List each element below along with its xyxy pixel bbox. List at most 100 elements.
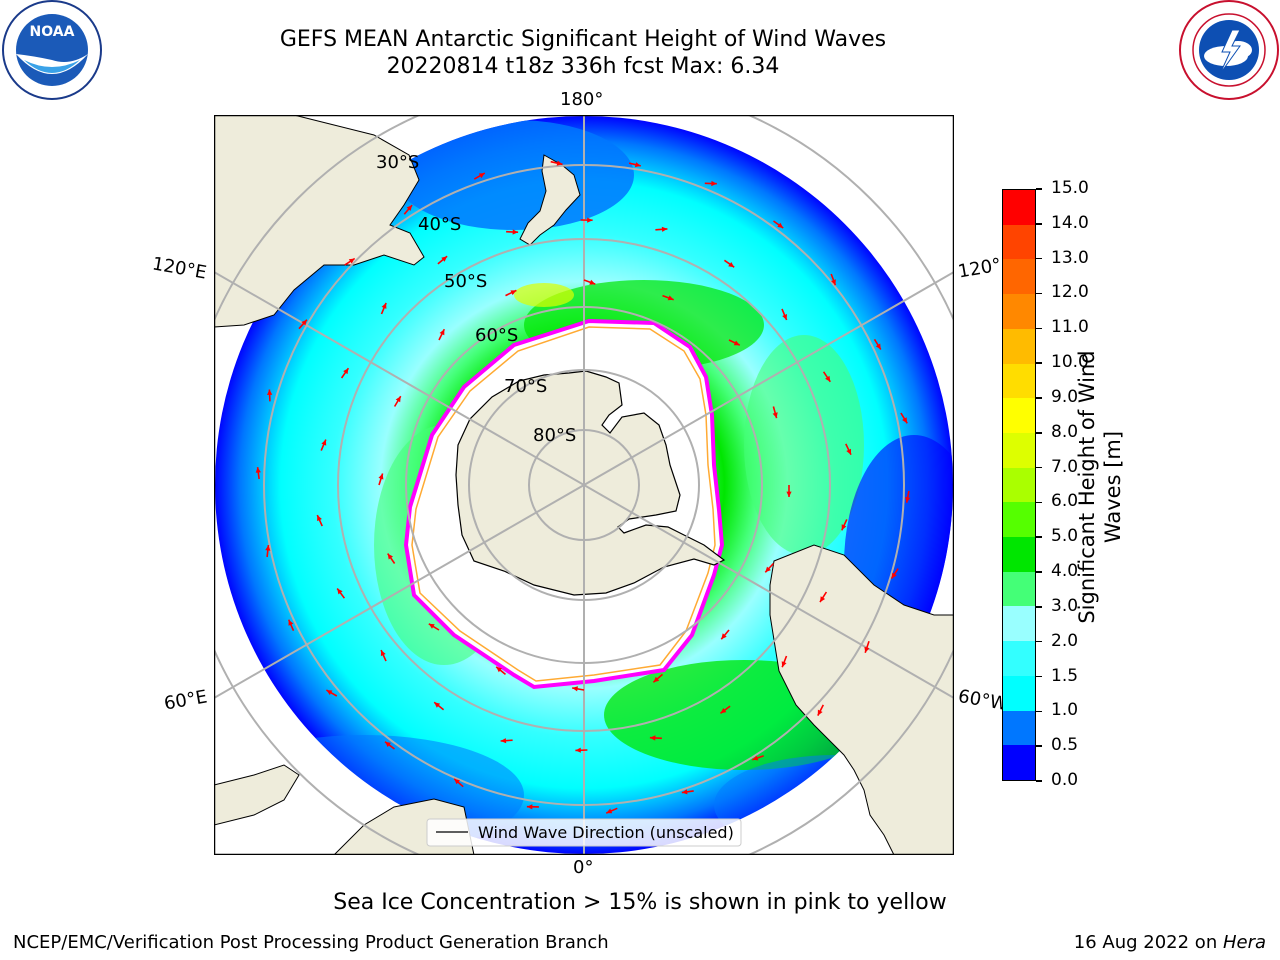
wave-patch-east — [744, 335, 864, 555]
wave-direction-arrowhead — [772, 412, 778, 419]
wave-direction-arrowhead — [395, 396, 401, 403]
lat-label-60s: 60°S — [475, 325, 518, 346]
wave-direction-arrowhead — [721, 633, 727, 640]
wave-direction-arrowhead — [343, 368, 349, 375]
colorbar-tick-label: 1.0 — [1051, 700, 1079, 721]
colorbar-segment — [1003, 606, 1035, 642]
wave-direction-arrowhead — [606, 808, 613, 814]
footer-right: 16 Aug 2022 on Hera — [1074, 932, 1266, 953]
wave-peak-patch — [514, 283, 574, 307]
sea-ice-edge-inner — [411, 326, 716, 682]
wave-direction-arrowhead — [301, 319, 307, 326]
wave-direction-arrowhead — [441, 256, 448, 262]
wave-direction-arrowhead — [317, 515, 322, 522]
wave-direction-arrowhead — [902, 417, 908, 424]
colorbar-segment — [1003, 745, 1035, 780]
wave-direction-arrowhead — [406, 205, 413, 211]
colorbar-tick-mark — [1036, 675, 1042, 678]
wave-direction-arrowhead — [752, 755, 759, 761]
new-zealand-landmass — [519, 154, 581, 246]
colorbar-tick-mark — [1036, 780, 1042, 782]
wave-direction-arrowhead — [782, 314, 787, 320]
colorbar-tick-label: 10.0 — [1051, 352, 1089, 373]
map-frame-border — [213, 114, 955, 856]
colorbar-tick-label: 7.0 — [1051, 456, 1079, 477]
wave-direction-arrowhead — [825, 375, 831, 382]
corner-blank — [824, 115, 954, 155]
colorbar-segment — [1003, 190, 1035, 225]
colorbar-tick-label: 12.0 — [1051, 282, 1089, 303]
colorbar-tick-label: 4.0 — [1051, 561, 1079, 582]
colorbar-tick-mark — [1036, 640, 1042, 643]
nws-logo — [1178, 0, 1280, 100]
wave-direction-arrowhead — [864, 646, 870, 653]
wave-direction-arrowhead — [817, 709, 823, 716]
colorbar-segment — [1003, 467, 1035, 503]
wave-direction-arrowhead — [653, 676, 660, 683]
colorbar-segment — [1003, 294, 1035, 329]
colorbar-tick-label: 3.0 — [1051, 595, 1079, 616]
legend-box — [426, 818, 742, 847]
colorbar-tick-label: 6.0 — [1051, 491, 1079, 512]
colorbar-segment — [1003, 675, 1035, 711]
chart-title: GEFS MEAN Antarctic Significant Height o… — [279, 27, 887, 52]
wave-direction-arrowhead — [512, 229, 519, 235]
colorbar-tick-mark — [1036, 432, 1042, 434]
footer-date: 16 Aug 2022 on — [1073, 932, 1223, 953]
sea-ice-note: Sea Ice Concentration > 15% is shown in … — [333, 890, 947, 915]
wave-direction-arrowhead — [267, 389, 273, 395]
wave-direction-arrowhead — [526, 804, 533, 810]
meridian-60e-120w — [213, 271, 955, 699]
colorbar-segment — [1003, 537, 1035, 572]
footer-left: NCEP/EMC/Verification Post Processing Pr… — [13, 932, 609, 953]
wave-direction-arrowhead — [556, 160, 563, 166]
colorbar-tick-label: 11.0 — [1051, 317, 1089, 338]
colorbar-segment — [1003, 363, 1035, 399]
colorbar-segment — [1003, 710, 1035, 746]
wave-direction-arrowhead — [831, 279, 836, 286]
polar-map: 30°S 40°S 50°S 60°S 70°S 80°S Wind Wave … — [178, 79, 990, 891]
colorbar — [1002, 189, 1036, 781]
colorbar-tick-mark — [1036, 292, 1042, 295]
noaa-logo-text: NOAA — [30, 24, 75, 40]
wave-direction-arrowhead — [667, 295, 674, 301]
colorbar-segment — [1003, 502, 1035, 538]
lat-label-30s: 30°S — [376, 152, 419, 173]
colorbar-tick-label: 14.0 — [1051, 212, 1089, 233]
wave-direction-arrowhead — [496, 666, 502, 673]
map-legend: Wind Wave Direction (unscaled) — [426, 818, 742, 847]
wave-direction-arrowhead — [288, 619, 294, 626]
wave-direction-arrowhead — [326, 690, 333, 695]
colorbar-tick-mark — [1036, 257, 1042, 260]
colorbar-segment — [1003, 328, 1035, 364]
lat-label-80s: 80°S — [533, 425, 576, 446]
wave-direction-arrowhead — [510, 290, 517, 296]
wave-direction-arrowhead — [255, 467, 261, 473]
wave-direction-arrowhead — [846, 448, 851, 455]
colorbar-tick-mark — [1036, 501, 1042, 504]
wave-direction-arrowhead — [321, 439, 327, 446]
wave-direction-arrowhead — [711, 180, 717, 187]
colorbar-tick-mark — [1036, 466, 1042, 469]
wave-direction-arrowhead — [733, 340, 740, 346]
wave-direction-arrowhead — [781, 661, 787, 668]
footer-machine: Hera — [1222, 932, 1266, 953]
wave-direction-arrowhead — [728, 262, 735, 268]
colorbar-tick-label: 9.0 — [1051, 386, 1079, 407]
wave-direction-arrowhead — [589, 279, 596, 285]
colorbar-segment — [1003, 432, 1035, 468]
wave-direction-arrowhead — [765, 566, 771, 573]
colorbar-tick-label: 8.0 — [1051, 421, 1079, 442]
wave-direction-arrowhead — [777, 222, 784, 228]
colorbar-tick-label: 0.0 — [1051, 770, 1079, 790]
lat-label-40s: 40°S — [418, 214, 461, 235]
antarctica-landmass — [455, 370, 726, 596]
wave-direction-arrowhead — [478, 173, 485, 179]
wave-direction-arrowhead — [348, 258, 355, 264]
wave-direction-arrowhead — [575, 747, 581, 753]
wave-direction-arrowhead — [786, 491, 792, 497]
wave-direction-arrowhead — [649, 735, 656, 741]
colorbar-tick-mark — [1036, 362, 1042, 364]
colorbar-tick-mark — [1036, 188, 1042, 190]
colorbar-tick-label: 15.0 — [1051, 178, 1089, 198]
